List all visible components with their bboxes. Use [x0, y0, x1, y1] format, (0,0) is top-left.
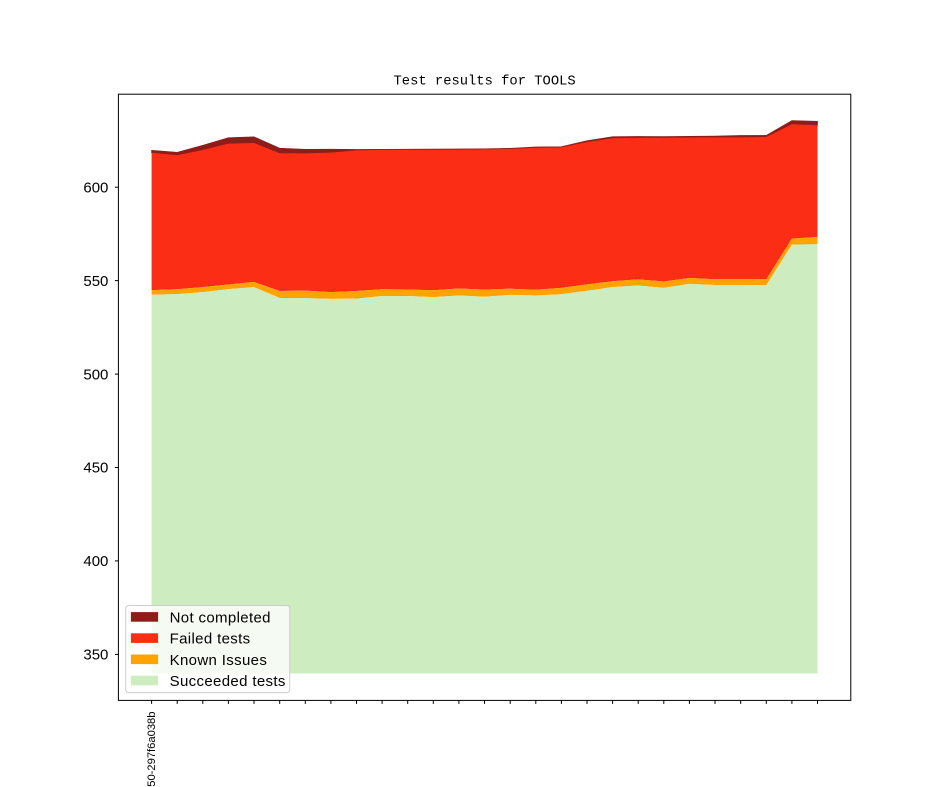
svg-text:50-297f6a038b: 50-297f6a038b [146, 712, 158, 787]
svg-text:Not completed: Not completed [170, 610, 271, 627]
svg-text:Test results for TOOLS: Test results for TOOLS [394, 74, 576, 90]
svg-text:500: 500 [83, 366, 108, 383]
svg-text:450: 450 [83, 460, 108, 477]
svg-text:550: 550 [83, 273, 108, 290]
svg-text:Failed tests: Failed tests [170, 631, 251, 648]
svg-text:Known Issues: Known Issues [170, 652, 268, 669]
svg-text:350: 350 [83, 647, 108, 664]
svg-text:Succeeded tests: Succeeded tests [170, 673, 286, 690]
svg-text:400: 400 [83, 553, 108, 570]
svg-text:600: 600 [83, 179, 108, 196]
